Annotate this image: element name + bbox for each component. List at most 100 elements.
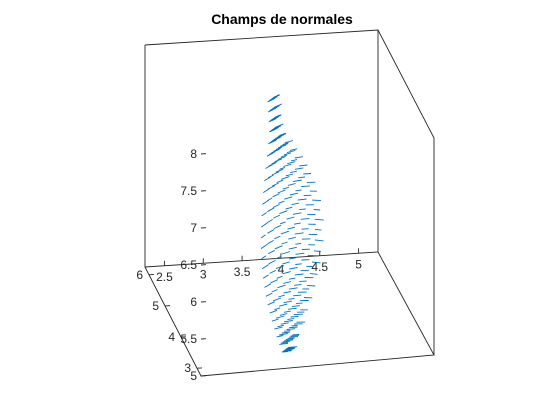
- normal-vector: [299, 165, 307, 166]
- normal-vectors: [261, 95, 324, 352]
- normal-vector: [290, 171, 297, 172]
- normal-vector: [274, 236, 280, 239]
- z-tick-label: 6: [190, 295, 197, 309]
- normal-vector: [273, 215, 280, 218]
- normal-vector: [281, 231, 289, 234]
- normal-vector: [275, 246, 283, 249]
- normal-vector: [286, 207, 293, 209]
- normal-vector: [277, 180, 284, 183]
- normal-vector: [286, 174, 293, 176]
- normal-vector: [315, 229, 321, 230]
- normal-vector: [279, 334, 288, 336]
- normal-vector: [268, 302, 275, 305]
- normal-vector: [288, 338, 295, 339]
- normal-vector: [287, 319, 294, 320]
- normal-vector: [280, 167, 286, 169]
- normal-vector: [267, 220, 272, 223]
- normal-vector: [272, 172, 279, 175]
- normal-vector: [299, 209, 306, 210]
- normal-vector: [291, 160, 297, 161]
- normal-vector: [288, 347, 297, 348]
- normal-vector: [261, 235, 266, 238]
- normal-vector: [284, 197, 292, 199]
- normal-vector: [315, 219, 324, 220]
- z-tick-label: 5: [190, 369, 197, 383]
- normal-vector: [284, 311, 291, 312]
- normal-vector: [266, 293, 272, 296]
- normal-vector: [295, 243, 301, 244]
- normal-vector: [268, 250, 275, 254]
- axes-box: [145, 30, 434, 376]
- normal-vector: [278, 295, 285, 297]
- normal-vector: [284, 340, 293, 341]
- x-tick-label: 3.5: [234, 265, 251, 279]
- normal-vector: [280, 222, 285, 224]
- normal-vector: [292, 203, 299, 204]
- normal-vector: [287, 162, 295, 164]
- normal-vector: [307, 285, 315, 286]
- normal-vector: [287, 329, 296, 330]
- normal-vector: [273, 204, 280, 207]
- normal-vector: [284, 292, 291, 294]
- normal-vector: [262, 265, 269, 269]
- normal-vector: [289, 288, 298, 289]
- normal-vector: [301, 186, 310, 187]
- normal-vector: [287, 217, 295, 219]
- normal-vector: [289, 278, 295, 279]
- normal-vector: [269, 260, 276, 263]
- y-tick-label: 4: [168, 330, 175, 344]
- normal-vector: [285, 141, 293, 143]
- normal-vector: [270, 310, 277, 313]
- normal-vector: [274, 308, 280, 310]
- normal-vector: [290, 149, 297, 151]
- normal-vector: [267, 198, 272, 201]
- normal-vector: [272, 290, 278, 293]
- normal-vector: [276, 169, 283, 172]
- normal-vector: [298, 199, 307, 200]
- normal-vector: [289, 327, 298, 328]
- y-tick-label: 5: [152, 299, 159, 313]
- normal-vector: [278, 325, 284, 326]
- normal-vector: [284, 321, 293, 322]
- normal-vector: [283, 164, 291, 166]
- normal-vector: [283, 282, 291, 284]
- normal-vector: [263, 275, 269, 278]
- normal-vector: [278, 285, 286, 288]
- normal-vector: [284, 301, 292, 303]
- normal-vector: [293, 295, 301, 296]
- normal-vector: [274, 327, 282, 329]
- normal-vector: [261, 244, 267, 249]
- normal-vector: [273, 194, 280, 197]
- normal-vector: [268, 240, 274, 243]
- z-tick-label: 6.5: [180, 258, 197, 272]
- z-tick-label: 8: [190, 147, 197, 161]
- normal-vector: [294, 223, 301, 224]
- normal-vector: [277, 276, 283, 278]
- normal-vector: [278, 190, 286, 193]
- normal-vector: [288, 308, 297, 309]
- normal-vector: [303, 174, 311, 175]
- y-tick-label: 6: [136, 268, 143, 282]
- normal-vector: [264, 284, 271, 288]
- normal-vector: [267, 230, 274, 234]
- normal-vector: [267, 208, 274, 212]
- normal-vector: [286, 339, 294, 340]
- normal-vector: [271, 150, 279, 153]
- normal-vector: [279, 304, 287, 306]
- x-tick-label: 4: [278, 262, 285, 276]
- z-tick-label: 7: [190, 221, 197, 235]
- normal-vector: [295, 168, 304, 169]
- normal-vector: [295, 253, 304, 254]
- normal-vector: [283, 187, 289, 189]
- normal-vector: [282, 332, 290, 333]
- normal-vector: [280, 314, 287, 316]
- x-tick-label: 5: [355, 257, 362, 271]
- normal-vector: [276, 316, 284, 318]
- normal-vector: [281, 323, 289, 324]
- normal-vector: [289, 247, 297, 249]
- normal-vector: [284, 331, 290, 332]
- normal-vector: [279, 211, 287, 214]
- normal-vector: [291, 316, 299, 317]
- normal-vector: [288, 227, 296, 229]
- normal-vector: [294, 285, 301, 286]
